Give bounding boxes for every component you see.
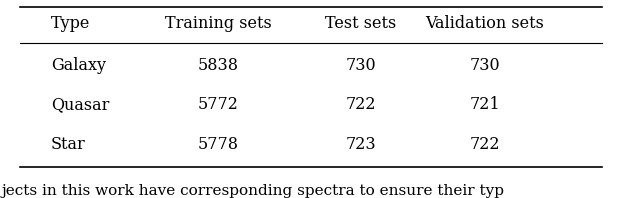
Text: 5772: 5772 — [198, 96, 238, 113]
Text: Galaxy: Galaxy — [51, 57, 106, 73]
Text: Validation sets: Validation sets — [425, 15, 544, 32]
Text: 722: 722 — [469, 136, 500, 153]
Text: Quasar: Quasar — [51, 96, 109, 113]
Text: 722: 722 — [346, 96, 376, 113]
Text: 5778: 5778 — [198, 136, 239, 153]
Text: Test sets: Test sets — [325, 15, 396, 32]
Text: 723: 723 — [346, 136, 376, 153]
Text: Training sets: Training sets — [165, 15, 271, 32]
Text: 721: 721 — [469, 96, 500, 113]
Text: 5838: 5838 — [198, 57, 239, 73]
Text: Star: Star — [51, 136, 86, 153]
Text: Type: Type — [51, 15, 90, 32]
Text: 730: 730 — [469, 57, 500, 73]
Text: 730: 730 — [346, 57, 376, 73]
Text: jects in this work have corresponding spectra to ensure their typ: jects in this work have corresponding sp… — [1, 184, 505, 198]
